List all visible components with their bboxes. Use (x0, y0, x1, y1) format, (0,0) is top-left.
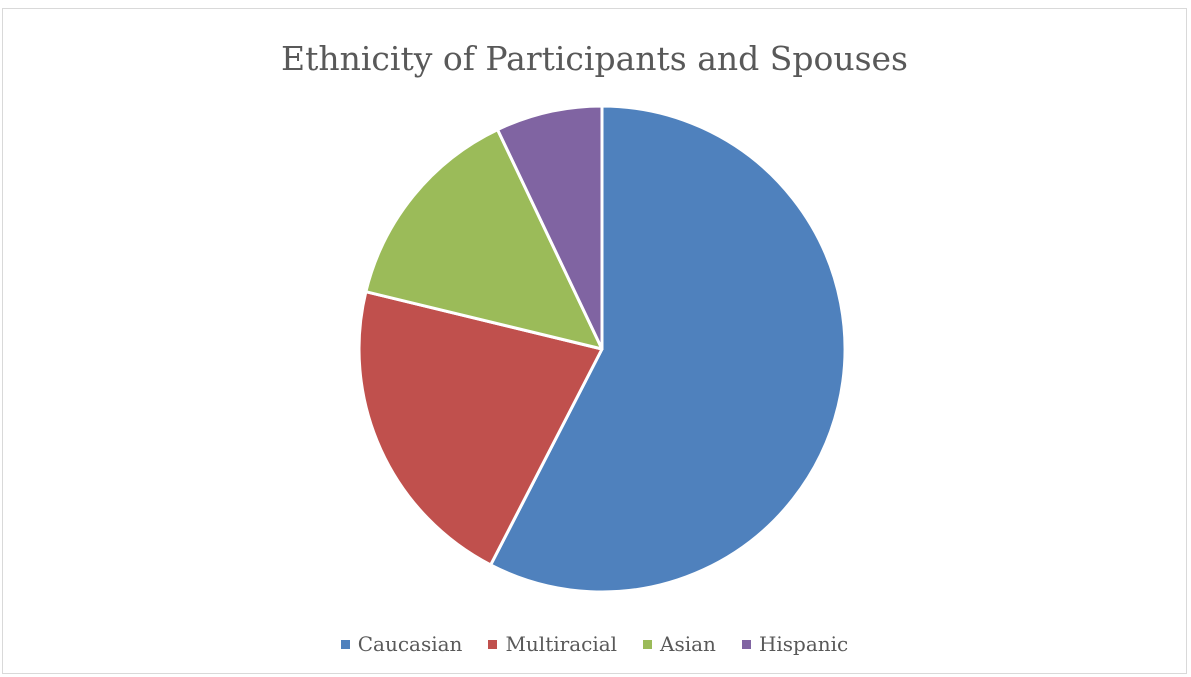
pie-slice-hispanic (496, 104, 604, 351)
chart-area: Ethnicity of Participants and Spouses Ca… (2, 8, 1187, 674)
legend-label-multiracial: Multiracial (505, 632, 618, 656)
pie-chart (357, 104, 847, 594)
legend-swatch-asian (643, 639, 653, 649)
legend-label-hispanic: Hispanic (758, 632, 849, 656)
legend-swatch-caucasian (340, 639, 350, 649)
legend-swatch-multiracial (488, 639, 498, 649)
legend-label-asian: Asian (660, 632, 716, 656)
legend-item-caucasian: Caucasian (340, 632, 463, 656)
pie-slice-multiracial (357, 290, 604, 567)
legend-item-asian: Asian (643, 632, 716, 656)
legend: Caucasian Multiracial Asian Hispanic (3, 632, 1186, 656)
legend-item-hispanic: Hispanic (741, 632, 849, 656)
legend-item-multiracial: Multiracial (488, 632, 617, 656)
legend-label-caucasian: Caucasian (357, 632, 463, 656)
pie-slice-caucasian (489, 104, 847, 594)
legend-swatch-hispanic (741, 639, 751, 649)
pie-slice-asian (364, 128, 604, 351)
chart-title: Ethnicity of Participants and Spouses (281, 39, 908, 78)
